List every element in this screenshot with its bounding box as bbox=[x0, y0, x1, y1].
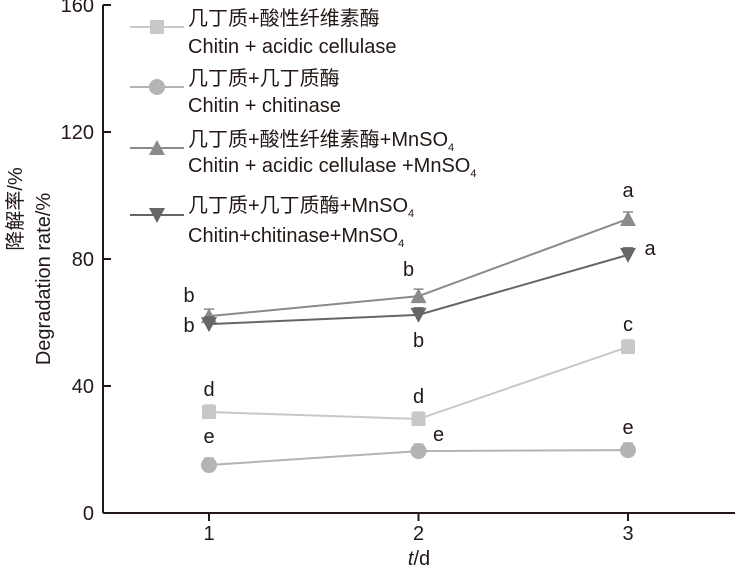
x-axis-label: t/d bbox=[408, 548, 430, 570]
y-axis-label-cn: 降解率/% bbox=[4, 167, 27, 251]
significance-letter: b bbox=[413, 330, 424, 352]
legend-label-en: Chitin+chitinase+MnSO4 bbox=[188, 225, 404, 250]
y-tick-label: 120 bbox=[61, 122, 94, 144]
square-marker bbox=[202, 405, 216, 420]
circle-marker bbox=[410, 443, 427, 460]
y-tick-label: 40 bbox=[72, 376, 94, 398]
triangle-up-marker bbox=[620, 210, 636, 226]
square-marker bbox=[411, 412, 426, 427]
triangle-down-marker bbox=[410, 307, 427, 323]
significance-letter: c bbox=[623, 314, 633, 336]
legend-subscript: 4 bbox=[408, 208, 414, 220]
circle-marker bbox=[149, 79, 165, 95]
x-tick-label: 2 bbox=[413, 523, 424, 545]
legend-item: 几丁质+几丁质酶 Chitin + chitinase bbox=[130, 67, 341, 117]
legend-label-cn: 几丁质+几丁质酶+MnSO4 bbox=[188, 194, 414, 220]
significance-letter: b bbox=[403, 259, 414, 281]
legend-item: 几丁质+酸性纤维素酶 Chitin + acidic cellulase bbox=[130, 7, 396, 58]
triangle-up-marker bbox=[149, 140, 165, 155]
legend-label-cn: 几丁质+酸性纤维素酶 bbox=[188, 7, 380, 30]
x-axis-label-italic: t bbox=[408, 548, 415, 570]
legend-label-en: Chitin + acidic cellulase bbox=[188, 36, 396, 58]
legend-label-cn: 几丁质+酸性纤维素酶+MnSO4 bbox=[188, 128, 454, 154]
axes: 0 40 80 120 160 1 2 3 bbox=[61, 0, 735, 545]
significance-letter: e bbox=[203, 426, 214, 448]
legend-subscript: 4 bbox=[398, 238, 404, 250]
y-tick-label: 0 bbox=[83, 503, 94, 525]
x-tick-label: 3 bbox=[622, 523, 633, 545]
legend: 几丁质+酸性纤维素酶 Chitin + acidic cellulase 几丁质+几… bbox=[130, 7, 476, 250]
x-tick-label: 1 bbox=[203, 523, 214, 545]
square-marker bbox=[150, 20, 164, 34]
triangle-down-marker bbox=[620, 247, 636, 263]
legend-item: 几丁质+几丁质酶+MnSO4 Chitin+chitinase+MnSO4 bbox=[130, 194, 414, 250]
triangle-down-marker bbox=[201, 317, 217, 333]
x-axis-label-unit: /d bbox=[413, 548, 430, 570]
significance-letter: b bbox=[183, 285, 194, 307]
series-line bbox=[208, 346, 629, 421]
legend-subscript: 4 bbox=[448, 142, 454, 154]
significance-letter: a bbox=[644, 238, 656, 260]
y-tick-label: 80 bbox=[72, 249, 94, 271]
significance-letter: b bbox=[183, 315, 194, 337]
significance-letter: a bbox=[622, 180, 634, 202]
legend-label-en: Chitin + acidic cellulase +MnSO4 bbox=[188, 155, 476, 180]
triangle-down-marker bbox=[149, 208, 165, 223]
circle-marker bbox=[201, 457, 217, 474]
triangle-up-marker bbox=[410, 288, 427, 304]
legend-label-en: Chitin + chitinase bbox=[188, 95, 341, 117]
y-tick-label: 160 bbox=[61, 0, 94, 17]
significance-letter: d bbox=[413, 386, 424, 408]
significance-letter: d bbox=[203, 379, 214, 401]
square-marker bbox=[621, 339, 635, 354]
legend-subscript: 4 bbox=[470, 168, 476, 180]
series-triangle-down: bba bbox=[183, 238, 656, 352]
legend-label-cn: 几丁质+几丁质酶 bbox=[188, 67, 340, 90]
significance-letter: e bbox=[433, 424, 444, 446]
y-axis-label-en: Degradation rate/% bbox=[33, 193, 55, 366]
series-square: d d c bbox=[202, 314, 635, 427]
circle-marker bbox=[620, 442, 636, 459]
significance-letter: e bbox=[622, 417, 633, 439]
